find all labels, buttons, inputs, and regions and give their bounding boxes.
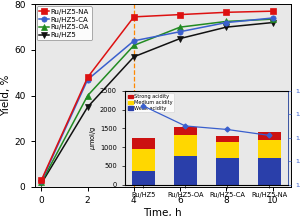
Ru/HZ5-NA	[86, 76, 89, 79]
Ru/HZ5-CA	[271, 17, 274, 19]
Ru/HZ5	[178, 37, 182, 40]
Ru/HZ5-NA	[40, 179, 43, 181]
Ru/HZ5	[132, 56, 136, 58]
Bar	[216, 158, 239, 185]
Ru/HZ5	[224, 26, 228, 29]
Bar	[257, 140, 280, 158]
Bar	[132, 138, 155, 149]
Ru/HZ5	[40, 182, 43, 185]
Line: Ru/HZ5-CA: Ru/HZ5-CA	[39, 15, 275, 184]
Ru/HZ5-OA	[132, 44, 136, 47]
Bar	[174, 156, 197, 185]
Y-axis label: $\mu$mol/g: $\mu$mol/g	[88, 125, 98, 150]
Bar	[216, 136, 239, 142]
Ru/HZ5-NA	[224, 11, 228, 14]
Legend: Ru/HZ5-NA, Ru/HZ5-CA, Ru/HZ5-OA, Ru/HZ5: Ru/HZ5-NA, Ru/HZ5-CA, Ru/HZ5-OA, Ru/HZ5	[37, 6, 92, 40]
Y-axis label: Yield, %: Yield, %	[1, 75, 11, 116]
Ru/HZ5-OA	[271, 18, 274, 21]
Ru/HZ5-OA	[86, 94, 89, 97]
Bar	[132, 149, 155, 171]
Legend: Strong acidity, Medium acidity, Weak acidity: Strong acidity, Medium acidity, Weak aci…	[127, 93, 174, 112]
Ru/HZ5-OA	[178, 26, 182, 29]
Bar	[257, 132, 280, 140]
Ru/HZ5-OA	[224, 20, 228, 23]
Bar	[216, 142, 239, 158]
Ru/HZ5-NA	[271, 10, 274, 13]
Bar	[174, 135, 197, 156]
Line: Ru/HZ5: Ru/HZ5	[39, 20, 275, 186]
Ru/HZ5-NA	[132, 16, 136, 18]
Line: Ru/HZ5-NA: Ru/HZ5-NA	[39, 8, 275, 183]
Ru/HZ5-NA	[178, 13, 182, 16]
Ru/HZ5-CA	[86, 78, 89, 81]
Ru/HZ5	[271, 21, 274, 24]
Bar	[174, 127, 197, 135]
Line: Ru/HZ5-OA: Ru/HZ5-OA	[39, 16, 275, 185]
Ru/HZ5-CA	[132, 40, 136, 42]
Bar	[132, 171, 155, 185]
X-axis label: Time, h: Time, h	[143, 208, 182, 216]
Ru/HZ5-CA	[178, 30, 182, 33]
Ru/HZ5-OA	[40, 181, 43, 184]
Ru/HZ5	[86, 106, 89, 108]
Ru/HZ5-CA	[40, 180, 43, 183]
Bar	[257, 158, 280, 185]
Ru/HZ5-CA	[224, 21, 228, 24]
